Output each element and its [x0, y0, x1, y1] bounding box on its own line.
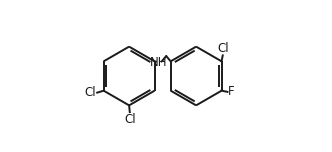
Text: F: F	[228, 85, 235, 98]
Text: Cl: Cl	[217, 42, 228, 55]
Text: NH: NH	[150, 56, 168, 69]
Text: Cl: Cl	[85, 86, 96, 99]
Text: Cl: Cl	[124, 113, 135, 126]
